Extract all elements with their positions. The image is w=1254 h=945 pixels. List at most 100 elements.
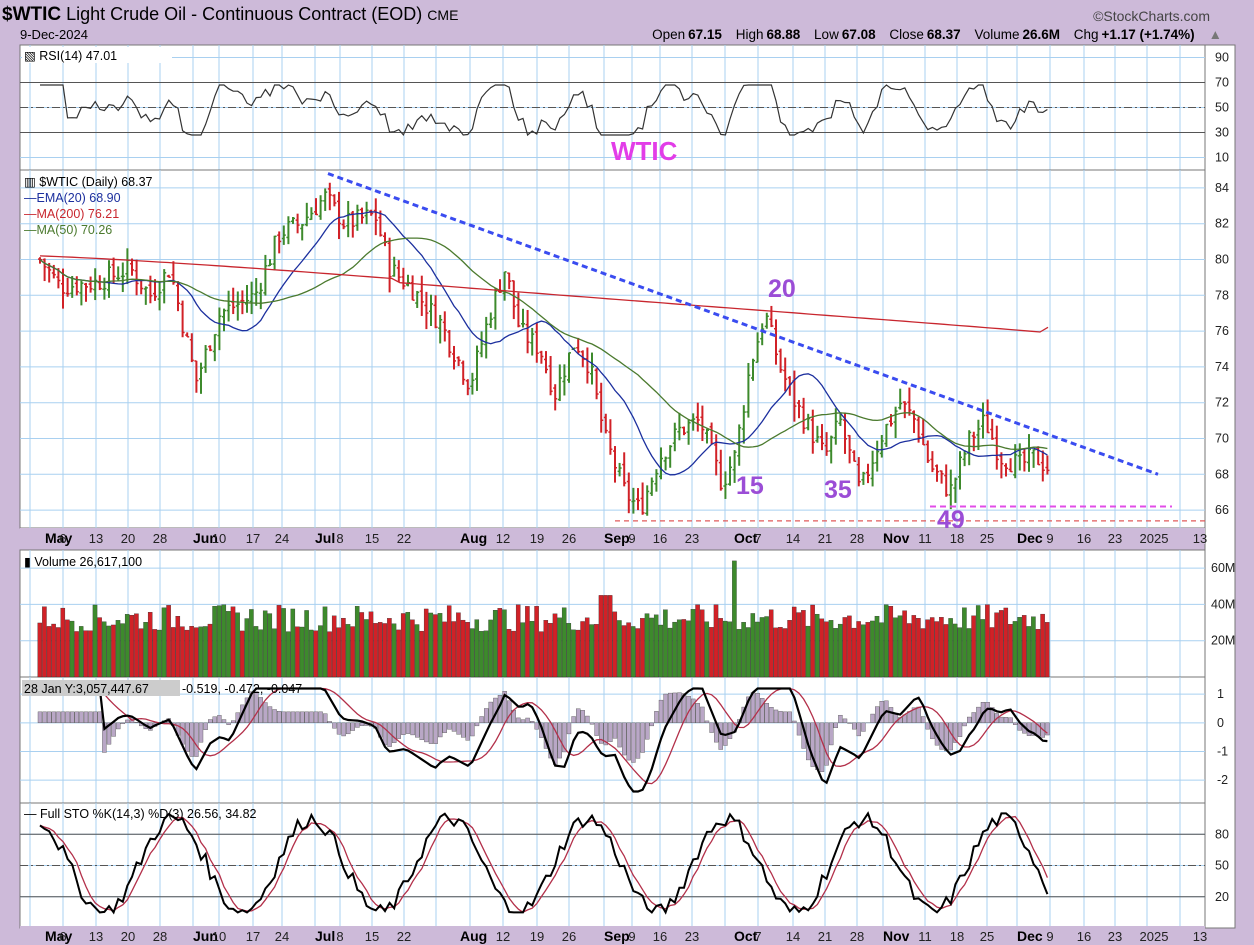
volume-bar xyxy=(732,560,737,678)
volume-bar xyxy=(488,619,493,678)
volume-bar xyxy=(465,622,470,678)
x-tick-label: 18 xyxy=(950,531,964,546)
macd-histogram-bar xyxy=(60,711,66,724)
macd-histogram-bar xyxy=(461,722,466,738)
volume-bar xyxy=(828,620,834,678)
macd-histogram-bar xyxy=(83,711,89,724)
volume-bar xyxy=(778,627,783,678)
macd-histogram-bar xyxy=(608,722,613,742)
x-tick-label: Sep xyxy=(604,928,630,944)
macd-histogram-bar xyxy=(778,711,783,724)
volume-bar xyxy=(906,623,912,678)
x-tick-label: 25 xyxy=(980,531,994,546)
count-label: 20 xyxy=(768,275,796,303)
quote-bar: Open 67.15 High 68.88 Low 67.08 Close 68.37 … xyxy=(652,27,1222,42)
volume-bar xyxy=(138,628,144,678)
volume-bar xyxy=(1003,607,1009,678)
x-axis-band xyxy=(20,528,1205,544)
volume-bar xyxy=(920,628,926,678)
brand-logo[interactable]: ©StockCharts.com xyxy=(1093,8,1210,24)
x-tick-label: 15 xyxy=(365,531,379,546)
macd-histogram-bar xyxy=(56,711,61,724)
low-label: Low xyxy=(814,27,839,42)
volume-bar xyxy=(304,610,309,678)
volume-bar xyxy=(364,619,369,678)
price-tick: 70 xyxy=(1215,432,1229,446)
x-tick-label: Jul xyxy=(315,530,335,546)
macd-histogram-bar xyxy=(217,715,222,724)
macd-histogram-bar xyxy=(295,711,300,724)
volume-bar xyxy=(198,626,204,678)
macd-histogram-bar xyxy=(948,722,953,751)
x-tick-label: 13 xyxy=(89,531,103,546)
volume-bar xyxy=(902,610,907,678)
ma50-line xyxy=(39,237,1048,450)
x-tick-label: 13 xyxy=(89,929,103,944)
macd-histogram-bar xyxy=(465,722,470,741)
macd-histogram-bar xyxy=(520,719,526,724)
macd-histogram-bar xyxy=(419,722,424,741)
x-tick-label: 10 xyxy=(212,531,226,546)
price-tick: 68 xyxy=(1215,467,1229,481)
x-tick-label: 16 xyxy=(653,531,667,546)
volume-bar xyxy=(538,631,544,678)
volume-bar xyxy=(235,612,240,678)
macd-histogram-bar xyxy=(566,722,572,735)
x-tick-label: 13 xyxy=(1193,929,1207,944)
x-tick-label: Oct xyxy=(734,928,758,944)
macd-histogram-bar xyxy=(253,691,259,724)
x-tick-label: 23 xyxy=(685,531,699,546)
volume-bar xyxy=(331,615,337,678)
x-tick-label: 11 xyxy=(918,929,932,944)
macd-histogram-bar xyxy=(1003,717,1009,724)
close-label: Close xyxy=(889,27,924,42)
volume-bar xyxy=(511,630,516,678)
volume-bar xyxy=(888,606,894,678)
x-tick-label: 28 xyxy=(153,531,167,546)
macd-histogram-bar xyxy=(617,722,622,748)
macd-histogram-bar xyxy=(668,692,673,724)
macd-histogram-bar xyxy=(346,722,351,735)
volume-bar xyxy=(345,624,351,678)
macd-histogram-bar xyxy=(281,711,286,724)
macd-histogram-bar xyxy=(870,713,875,724)
price-tick: 72 xyxy=(1215,396,1229,410)
volume-bar xyxy=(883,604,889,678)
volume-bar xyxy=(796,612,802,678)
rsi-tick: 70 xyxy=(1215,76,1229,90)
volume-bar xyxy=(51,623,56,678)
volume-bar xyxy=(966,628,972,678)
macd-histogram-bar xyxy=(824,722,829,766)
x-tick-label: 20 xyxy=(121,929,135,944)
volume-bar xyxy=(318,625,323,678)
volume-bar xyxy=(626,622,631,678)
macd-histogram-bar xyxy=(603,722,608,746)
volume-bar xyxy=(359,612,365,678)
x-tick-label: 9 xyxy=(1046,929,1053,944)
macd-histogram-bar xyxy=(783,711,788,724)
macd-histogram-bar xyxy=(709,722,714,733)
macd-histogram-bar xyxy=(635,722,641,759)
macd-histogram-bar xyxy=(410,722,415,736)
volume-bar xyxy=(60,607,66,678)
macd-histogram-bar xyxy=(212,716,218,724)
x-tick-label: 25 xyxy=(980,929,994,944)
volume-bar xyxy=(837,623,843,678)
macd-histogram-bar xyxy=(810,722,815,767)
rsi-line xyxy=(40,84,1048,137)
macd-histogram-bar xyxy=(704,720,710,724)
chg-arrow-icon: ▲ xyxy=(1208,27,1222,42)
price-tick: 80 xyxy=(1215,253,1229,267)
price-tick: 78 xyxy=(1215,288,1229,302)
x-tick-label: 19 xyxy=(530,929,544,944)
volume-bar xyxy=(161,607,167,678)
volume-bar xyxy=(322,606,328,678)
volume-bar xyxy=(83,630,89,678)
volume-bar xyxy=(115,620,121,678)
macd-histogram-bar xyxy=(484,708,489,724)
macd-histogram-bar xyxy=(594,722,599,736)
price-tick: 82 xyxy=(1215,217,1229,231)
volume-bar xyxy=(400,613,406,678)
volume-bar xyxy=(529,621,535,678)
